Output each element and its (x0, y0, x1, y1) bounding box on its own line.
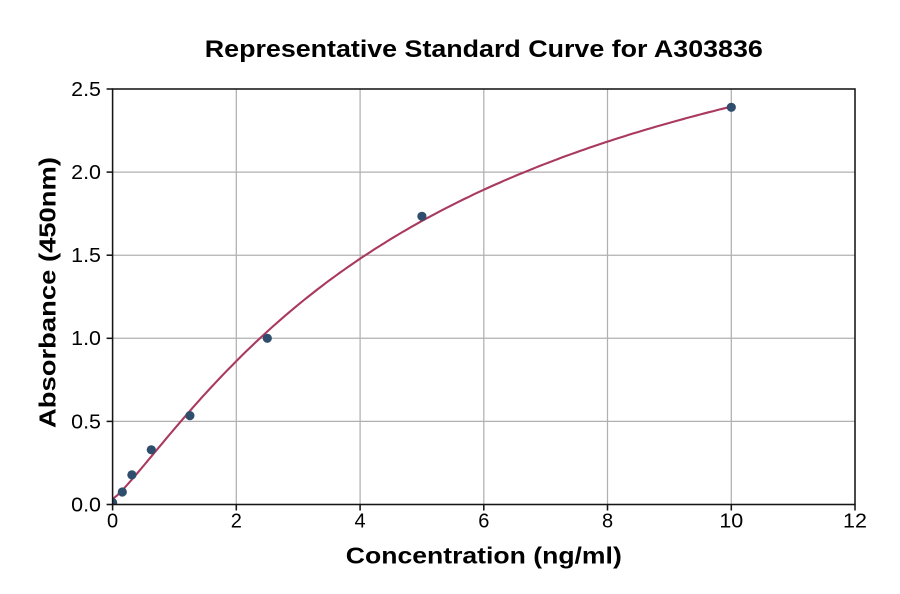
svg-text:1.5: 1.5 (71, 245, 101, 267)
svg-text:2.0: 2.0 (71, 162, 101, 184)
svg-text:8: 8 (602, 511, 613, 533)
svg-text:2: 2 (231, 511, 242, 533)
svg-text:1.0: 1.0 (71, 328, 101, 350)
svg-text:6: 6 (478, 511, 489, 533)
svg-text:0.5: 0.5 (71, 411, 101, 433)
svg-text:4: 4 (355, 511, 366, 533)
svg-text:2.5: 2.5 (71, 79, 101, 101)
svg-text:Concentration (ng/ml): Concentration (ng/ml) (346, 542, 622, 568)
svg-text:10: 10 (719, 511, 743, 533)
svg-text:12: 12 (843, 511, 867, 533)
svg-text:0: 0 (107, 511, 118, 533)
svg-text:0.0: 0.0 (71, 494, 101, 516)
svg-text:Absorbance (450nm): Absorbance (450nm) (35, 157, 61, 428)
svg-text:Representative Standard Curve: Representative Standard Curve for A30383… (205, 36, 763, 63)
